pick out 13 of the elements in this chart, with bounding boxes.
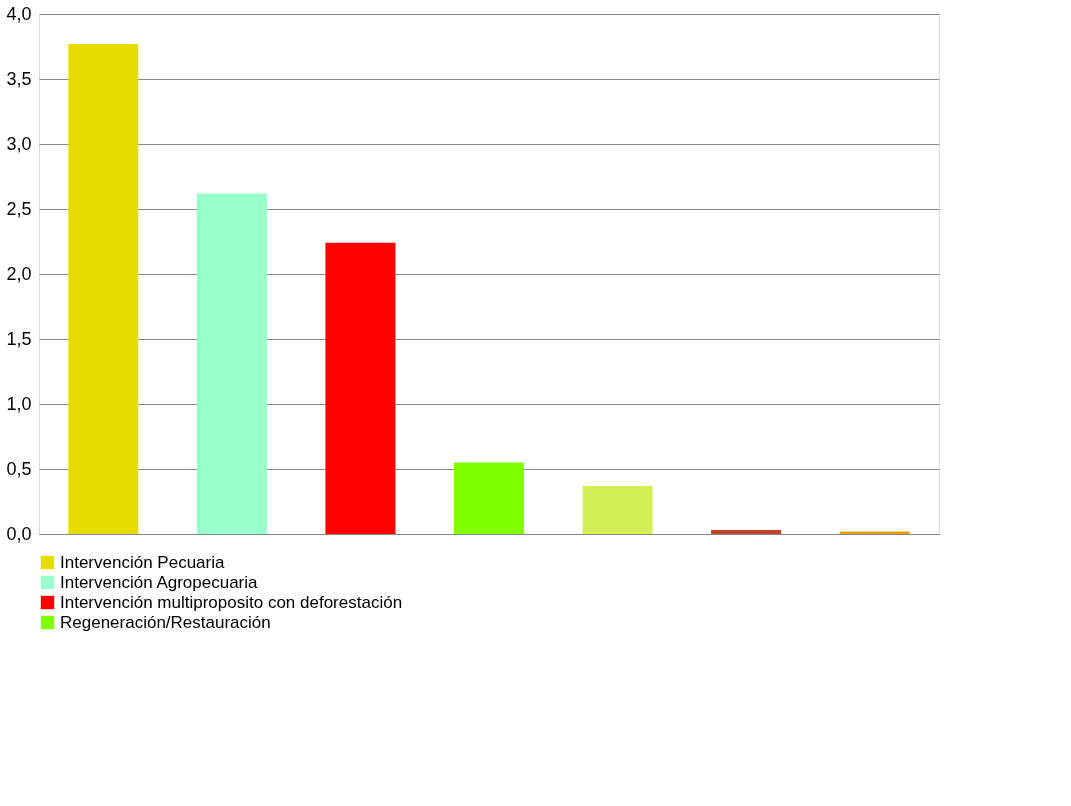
legend-label: Intervención Pecuaria xyxy=(60,552,225,572)
legend-label: Intervención Agropecuaria xyxy=(60,572,259,592)
y-tick-label: 2,0 xyxy=(6,263,32,284)
y-tick-label: 3,5 xyxy=(6,68,32,89)
y-tick-label: 0,5 xyxy=(6,458,32,479)
y-tick-label: 2,5 xyxy=(6,198,32,219)
legend-label: Intervención multiproposito con deforestación xyxy=(60,592,403,612)
y-tick-label: 4,0 xyxy=(6,3,32,24)
legend-label: Regeneración/Restauración xyxy=(60,612,271,632)
y-tick-label: 1,5 xyxy=(6,328,32,349)
y-tick-label: 1,0 xyxy=(6,393,32,414)
y-tick-label: 3,0 xyxy=(6,133,32,154)
y-tick-label: 0,0 xyxy=(6,523,32,544)
